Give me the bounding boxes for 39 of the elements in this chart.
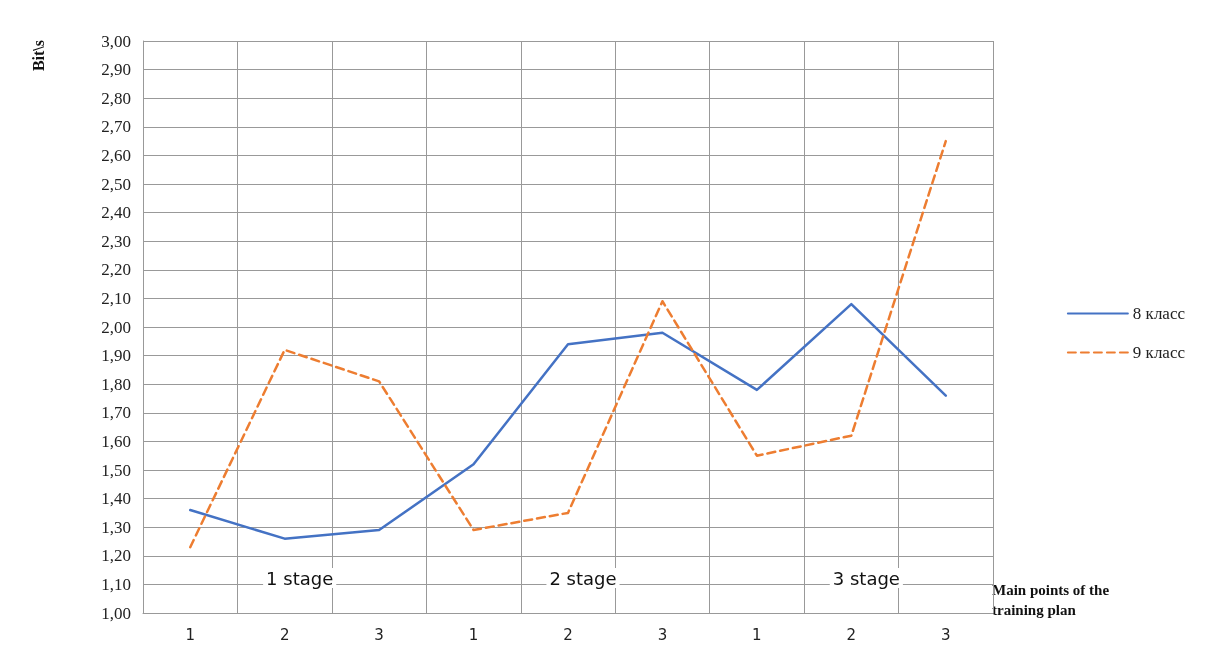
- x-tick-label: 3: [374, 625, 384, 644]
- annotation: 1 stage: [266, 567, 334, 589]
- y-tick-label: 2,10: [101, 288, 131, 308]
- y-tick-label: 1,20: [101, 546, 131, 566]
- x-axis-title: Main points of the training plan: [992, 582, 1113, 618]
- y-tick-label: 2,40: [101, 203, 131, 223]
- x-tick-label: 1: [468, 625, 479, 644]
- y-tick-label: 1,10: [101, 574, 131, 594]
- x-tick-label: 1: [752, 625, 762, 644]
- y-tick-label: 1,50: [101, 460, 131, 480]
- line-series: [188, 139, 948, 549]
- annotation: 2 stage: [549, 567, 617, 589]
- y-tick-label: 1,90: [101, 346, 131, 366]
- y-tick-label: 1,60: [101, 431, 131, 451]
- x-tick-label: 3: [657, 625, 668, 644]
- x-tick-label: 2: [846, 625, 857, 644]
- y-axis-title: Bit\s: [29, 39, 47, 72]
- y-tick-label: 2,50: [101, 174, 131, 194]
- y-tick-label: 2,60: [101, 145, 131, 165]
- y-tick-label: 2,70: [101, 117, 131, 137]
- legend-label: 9 класс: [1132, 343, 1186, 362]
- y-tick-label: 1,30: [101, 517, 131, 537]
- y-tick-label: 2,80: [101, 88, 131, 108]
- y-tick-label: 3,00: [101, 31, 131, 51]
- y-tick-label: 1,40: [101, 489, 131, 509]
- y-tick-label: 2,00: [101, 317, 131, 337]
- x-tick-label: 1: [185, 625, 195, 644]
- y-tick-label: 1,70: [101, 403, 131, 423]
- x-tick-label: 2: [563, 625, 573, 644]
- x-tick-label: 2: [279, 625, 290, 644]
- line-series: [188, 302, 948, 540]
- y-tick-label: 2,90: [101, 60, 131, 80]
- x-tick-label: 3: [941, 625, 951, 644]
- y-tick-label: 2,30: [101, 231, 131, 251]
- y-tick-label: 1,00: [101, 603, 131, 623]
- legend-label: 8 класс: [1132, 304, 1186, 323]
- y-tick-label: 1,80: [101, 374, 131, 394]
- y-tick-label: 2,20: [101, 260, 131, 280]
- annotation: 3 stage: [832, 567, 900, 589]
